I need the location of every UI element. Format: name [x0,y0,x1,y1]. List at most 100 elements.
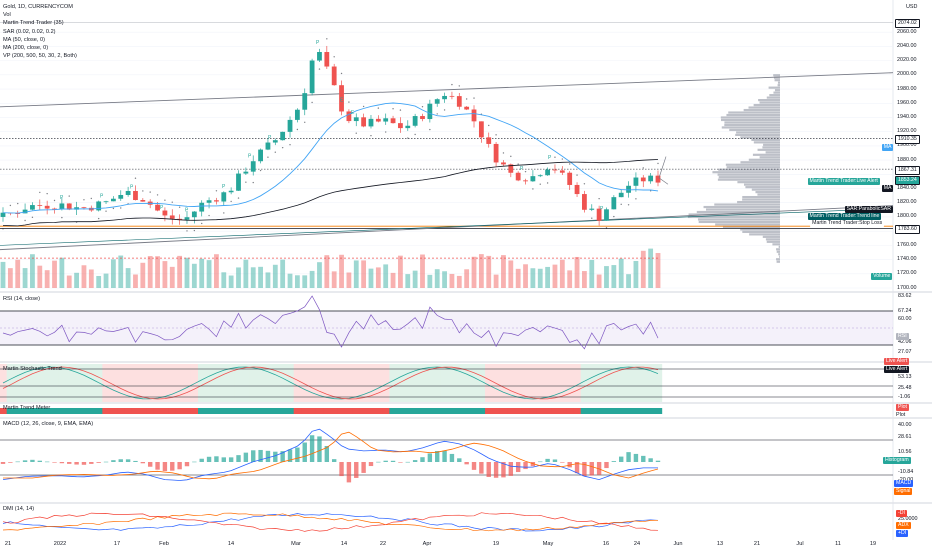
sar-dot [613,215,615,218]
meter-bar [595,408,604,414]
sar-dot [605,227,608,229]
macd-histogram-bar [236,455,241,462]
candle-body [59,203,65,210]
macd-histogram-bar [361,462,366,473]
meter-bar [426,408,435,414]
macd-tag: MACD [894,480,914,487]
macd-histogram-bar [81,462,87,465]
candle-body [250,161,256,172]
meter-bar [448,408,457,414]
volume-bar [640,250,646,288]
legend-sar[interactable]: SAR (0.02, 0.02, 0.2) [3,28,56,35]
stoch-bg [624,364,633,402]
legend-vol[interactable]: Vol [3,12,11,19]
legend-vp[interactable]: VP (200, 500, 50, 30, 2, Both) [3,53,77,60]
rsi-title[interactable]: RSI (14, close) [3,296,40,302]
stoch-bg [536,364,545,402]
sar-dot [252,181,254,184]
stoch-bg [205,364,214,402]
candle-body [412,116,418,126]
volume-profile-bar [777,81,780,84]
candle-body [633,177,639,186]
macd-histogram-bar [479,462,484,474]
candle-body [265,142,271,150]
signal-line [3,431,659,480]
trend-line [0,208,894,246]
legend-ma50[interactable]: MA (50, close, 0) [3,36,45,43]
volume-profile-bar [703,205,780,209]
sar-dot [31,216,34,219]
sar-dot [134,177,137,179]
sar-dot [53,199,56,202]
time-tick-label: Feb [159,541,169,547]
volume-profile-bar [749,233,780,236]
volume-profile-bar [740,161,780,164]
candle-body [648,175,654,182]
candle-body [140,200,146,202]
volume-bar [228,275,234,288]
stoch-bg [6,364,15,402]
macd-histogram-bar [508,462,514,476]
meter-bar [36,408,44,414]
volume-profile-bar [751,188,780,191]
meter-bar [389,408,398,414]
volume-profile-bar [722,225,780,229]
stoch-bg [65,364,74,402]
volume-bar [648,248,654,288]
volume-profile-bar [717,178,780,181]
stoch-bg [382,364,390,402]
symbol-title[interactable]: Gold, 1D, CURRENCYCOM [3,4,73,10]
plus-di-line [2,513,659,532]
macd-histogram-bar [302,442,307,462]
sar-dot [112,207,115,210]
stoch-bg [315,364,324,402]
volume-profile-bar [697,218,780,221]
candle-body [302,93,308,110]
macd-histogram-bar [15,461,20,463]
sar-dot [443,109,446,111]
meter-bar [396,408,405,414]
macd-histogram-bar [604,462,609,469]
price-tick-label: 2060.00 [897,28,917,35]
macd-histogram-bar [412,460,418,462]
sar-dot [627,204,630,206]
candle-body [640,177,646,182]
volume-profile-bar [765,151,780,154]
signal-marker: P [60,195,64,201]
volume-profile-bar [755,191,780,194]
stoch-bg [175,364,184,402]
volume-profile-bar [688,213,780,216]
volume-profile-bar [687,215,780,219]
legend-ma200[interactable]: MA (200, close, 0) [3,44,49,51]
macd-histogram-bar [619,456,624,462]
meter-bar [43,408,52,414]
meter-bar [58,408,67,414]
volume-profile-bar [774,79,780,82]
candle-body [420,116,425,120]
legend-martin-trend[interactable]: Martin Trend Trader (35) [3,20,64,27]
meter-bar [492,408,501,414]
meter-bar [639,408,648,414]
volume-bar [7,268,13,288]
time-tick-label: Jul [796,541,804,547]
stoch-title[interactable]: Martin Stochastic Trend [3,366,62,372]
meter-bar [566,408,574,414]
macd-histogram-bar [0,462,6,464]
volume-profile-bar [714,203,780,206]
meter-title[interactable]: Martin Trend Meter [3,405,51,411]
macd-axis-label: 28.61 [898,434,912,440]
sar-dot [237,197,240,199]
rsi-axis-label: 42.06 [898,339,912,345]
meter-bar [301,408,309,414]
macd-histogram-bar [140,462,146,464]
macd-histogram-bar [22,460,28,462]
macd-title[interactable]: MACD (12, 26, close, 9, EMA, EMA) [3,421,94,427]
volume-bar [103,273,109,288]
candle-body [243,171,249,174]
dmi-title[interactable]: DMI (14, 14) [3,506,35,512]
sar-dot [156,194,159,196]
volume-bar [596,274,602,288]
volume-bar [184,257,190,288]
stoch-bg [183,364,192,402]
